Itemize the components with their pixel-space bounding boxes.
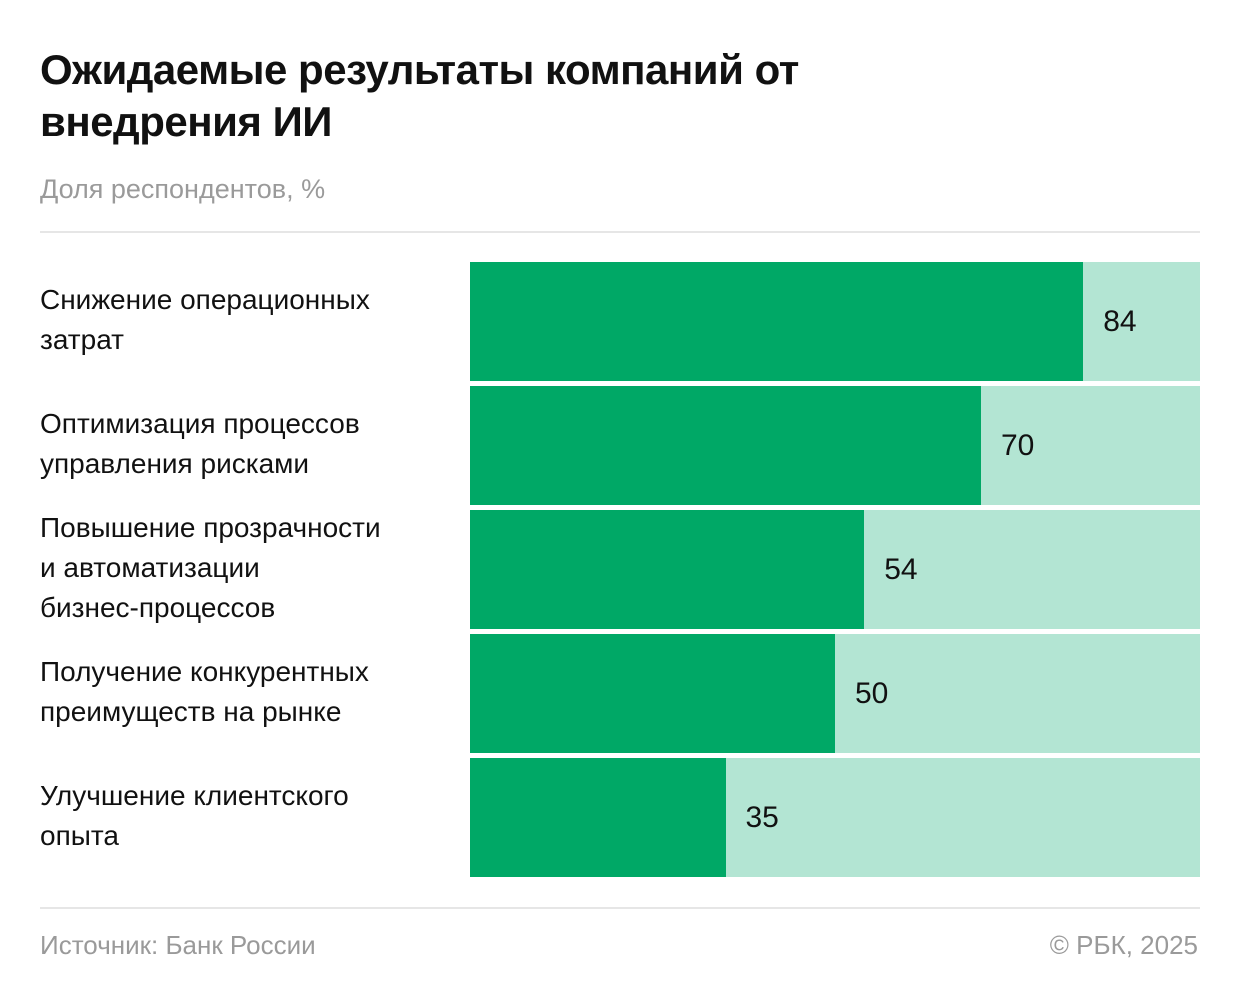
bar-track: 54	[470, 510, 1200, 629]
value-label: 50	[855, 677, 889, 710]
bar	[470, 262, 1084, 381]
bar-track: 50	[470, 634, 1200, 753]
bar	[470, 510, 865, 629]
chart-title: Ожидаемые результаты компаний от внедрен…	[40, 46, 799, 145]
value-label: 35	[745, 801, 779, 834]
bottom-divider	[40, 907, 1200, 909]
value-label: 54	[884, 553, 918, 586]
source-note: Источник: Банк России	[40, 930, 316, 960]
value-label: 70	[1001, 429, 1035, 462]
chart-subtitle: Доля респондентов, %	[40, 174, 326, 204]
copyright: © РБК, 2025	[1049, 930, 1198, 960]
category-label: Снижение операционных затрат	[40, 283, 370, 355]
category-label: Улучшение клиентского опыта	[40, 779, 349, 851]
bar	[470, 758, 726, 877]
bar-track: 70	[470, 386, 1200, 505]
bar	[470, 634, 835, 753]
bar-track: 84	[470, 262, 1200, 381]
category-label: Получение конкурентных преимуществ на рын…	[40, 655, 369, 727]
value-label: 84	[1103, 305, 1137, 338]
top-divider	[40, 231, 1200, 233]
category-label: Оптимизация процессов управления рисками	[40, 407, 360, 479]
bar-track: 35	[470, 758, 1200, 877]
category-label: Повышение прозрачности и автоматизации биз…	[40, 511, 381, 623]
bar	[470, 386, 981, 505]
